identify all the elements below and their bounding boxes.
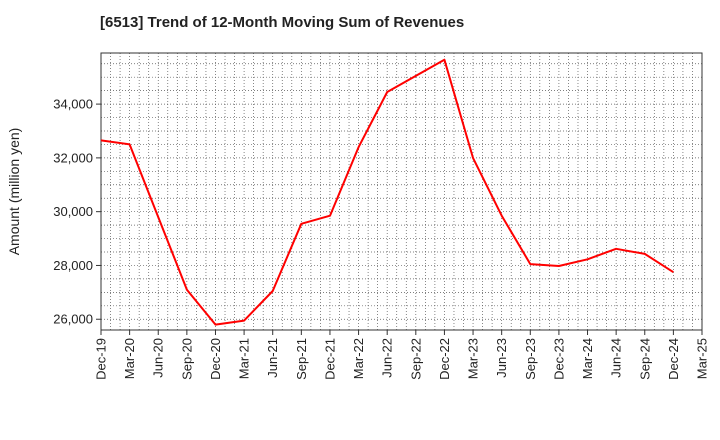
x-tick-label: Dec-22 <box>437 338 452 380</box>
series-layer <box>100 58 674 326</box>
x-tick-label: Dec-21 <box>322 338 337 380</box>
x-tick-label: Mar-21 <box>237 338 252 379</box>
x-tick-label: Dec-19 <box>94 338 109 380</box>
x-tick-label: Sep-20 <box>179 338 194 380</box>
axis-layer: 26,000 28,000 30,000 32,000 34,000 Dec-19 Mar-… <box>53 97 709 380</box>
x-tick-label: Dec-24 <box>666 338 681 380</box>
y-tick-label: 26,000 <box>53 312 93 327</box>
x-tick-label: Jun-24 <box>609 338 624 378</box>
y-tick-label: 30,000 <box>53 204 93 219</box>
y-tick-label: 34,000 <box>53 97 93 112</box>
x-tick-label: Mar-23 <box>466 338 481 379</box>
x-tick-label: Sep-24 <box>637 338 652 380</box>
x-tick-label: Sep-21 <box>294 338 309 380</box>
x-tick-label: Mar-24 <box>580 338 595 379</box>
x-tick-label: Jun-21 <box>265 338 280 378</box>
y-tick-label: 32,000 <box>53 150 93 165</box>
series-line <box>100 58 674 326</box>
y-tick-label: 28,000 <box>53 258 93 273</box>
x-tick-label: Mar-22 <box>351 338 366 379</box>
x-tick-label: Dec-20 <box>208 338 223 380</box>
x-tick-label: Dec-23 <box>551 338 566 380</box>
plot-frame <box>100 52 703 331</box>
x-tick-label: Mar-25 <box>695 338 710 379</box>
x-tick-label: Jun-23 <box>494 338 509 378</box>
x-tick-label: Sep-22 <box>408 338 423 380</box>
y-axis-title: Amount (million yen) <box>6 128 22 256</box>
chart-title: [6513] Trend of 12-Month Moving Sum of R… <box>100 14 465 31</box>
x-tick-label: Jun-20 <box>151 338 166 378</box>
grid-layer <box>101 53 702 330</box>
x-tick-label: Sep-23 <box>523 338 538 380</box>
x-tick-label: Mar-20 <box>122 338 137 379</box>
x-tick-label: Jun-22 <box>380 338 395 378</box>
